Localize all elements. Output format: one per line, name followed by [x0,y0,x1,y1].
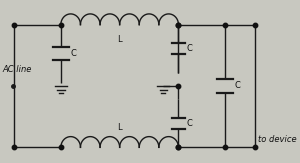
Text: L: L [117,35,122,44]
Text: C: C [187,119,193,128]
Text: AC line: AC line [3,65,32,74]
Text: C: C [70,49,76,58]
Text: C: C [187,44,193,53]
Text: C: C [235,82,240,90]
Text: L: L [117,123,122,132]
Text: to device: to device [258,135,297,144]
